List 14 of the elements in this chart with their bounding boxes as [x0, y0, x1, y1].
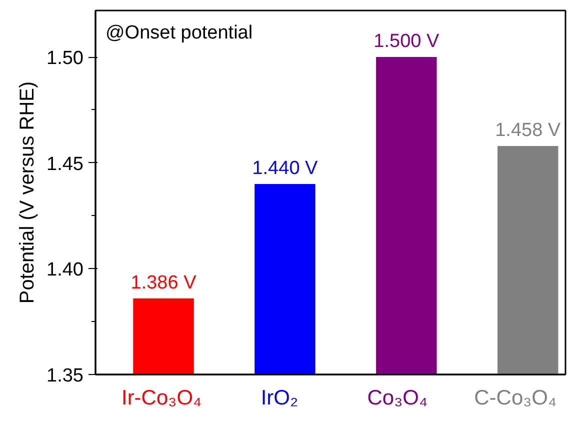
data-label: 1.500 V	[374, 31, 440, 52]
x-tick-label: C-Co₃O₄	[474, 386, 557, 410]
y-tick-label: 1.45	[46, 154, 84, 175]
y-tick-label: 1.35	[46, 366, 84, 386]
data-label: 1.440 V	[252, 158, 318, 180]
x-tick-label: Ir-Co₃O₄	[121, 386, 202, 410]
data-label: 1.386 V	[130, 272, 197, 294]
y-axis-title: Potential (V versus RHE)	[16, 81, 39, 304]
y-tick-label: 1.40	[46, 260, 84, 281]
y-tick-label: 1.50	[46, 48, 84, 70]
x-tick-label: Co₃O₄	[367, 386, 428, 410]
annotation: @Onset potential	[106, 22, 253, 44]
x-tick-label: IrO₂	[260, 386, 298, 410]
data-label: 1.458 V	[495, 120, 561, 141]
